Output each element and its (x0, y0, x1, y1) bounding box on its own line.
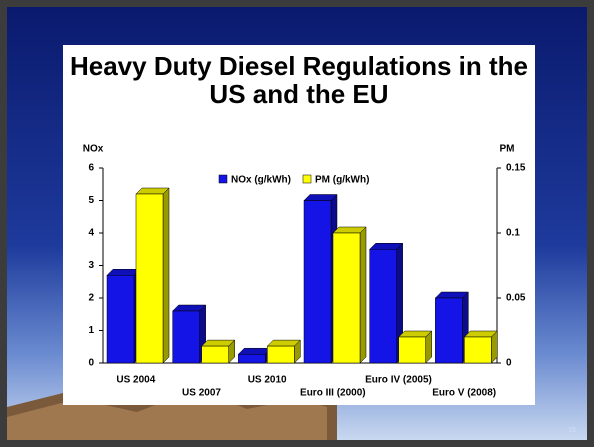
y-tick-label: 4 (88, 228, 94, 239)
y-tick-label: 3 (88, 260, 94, 271)
x-tick-label: US 2010 (248, 375, 287, 386)
y2-tick-label: 0.1 (506, 228, 520, 239)
bar-top (237, 347, 272, 355)
bar-top (172, 304, 207, 312)
bar-top (398, 330, 433, 338)
bar (172, 310, 200, 364)
bar-top (106, 269, 141, 276)
bar-top (332, 226, 367, 234)
x-tick-label: Euro III (2000) (300, 388, 366, 399)
bar-top (266, 339, 301, 347)
bar-top (434, 291, 469, 299)
slide-number: 15 (568, 427, 576, 434)
legend-swatch (218, 174, 228, 184)
bar (464, 336, 492, 364)
legend-swatch (302, 174, 312, 184)
bar (332, 232, 361, 364)
bar (303, 200, 332, 364)
chart: NOx PM 15 0 1 2 3 4 5 6 0 0.05 0.1 0.15 US 2004 US 2… (7, 45, 576, 440)
y-tick-label: 2 (88, 293, 94, 304)
bar-side (162, 187, 170, 364)
bar (435, 297, 463, 364)
bar-top (135, 187, 170, 195)
bar-top (369, 243, 404, 250)
bar-top (201, 339, 236, 347)
x-tick-label: Euro IV (2005) (365, 375, 432, 386)
y-tick-label: 5 (88, 195, 94, 206)
y2-tick-label: 0 (506, 358, 512, 369)
x-tick-label: US 2004 (116, 375, 155, 386)
y-tick-label: 1 (88, 325, 94, 336)
bar-side (359, 226, 367, 364)
y2-axis-label: PM (500, 144, 515, 155)
bar (369, 249, 397, 364)
x-tick-label: US 2007 (182, 388, 221, 399)
y2-tick-label: 0.15 (506, 163, 526, 174)
y2-tick-label: 0.05 (506, 293, 526, 304)
bar-top (303, 194, 338, 201)
y-axis-label: NOx (83, 144, 104, 155)
legend-label: NOx (g/kWh) (231, 175, 291, 186)
legend-label: PM (g/kWh) (315, 175, 369, 186)
x-tick-label: Euro V (2008) (432, 388, 496, 399)
bar (267, 345, 295, 364)
y-tick-label: 0 (88, 358, 94, 369)
bar-top (463, 330, 498, 338)
bar (106, 275, 135, 364)
bar (238, 353, 266, 364)
bar (398, 336, 426, 364)
bar (201, 345, 229, 364)
bar (135, 193, 164, 364)
y-tick-label: 6 (88, 163, 94, 174)
slide-title: Heavy Duty Diesel Regulations in the US … (69, 51, 528, 109)
